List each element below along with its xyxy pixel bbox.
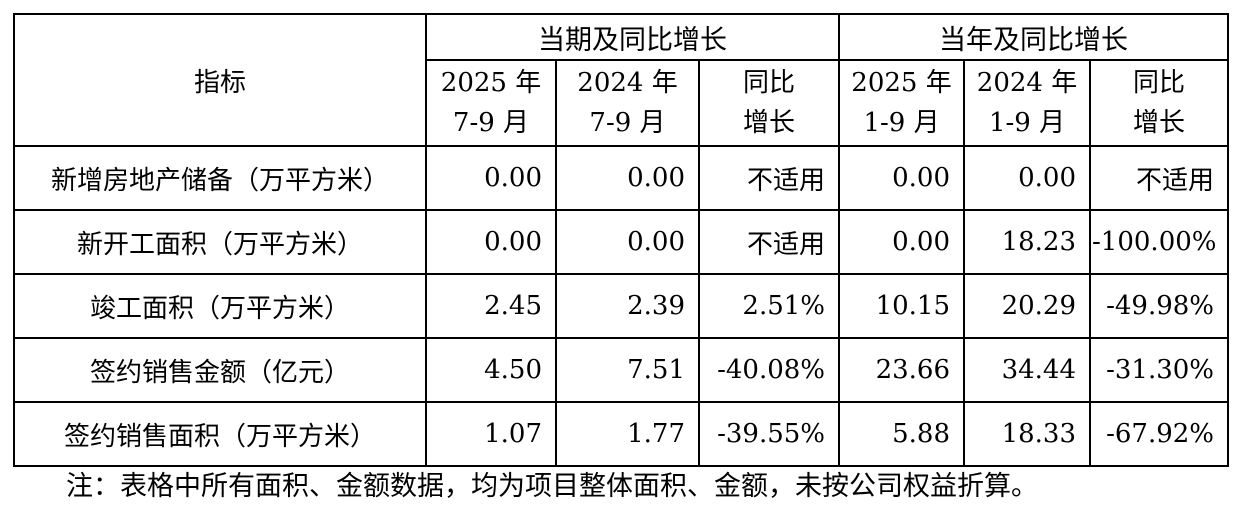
subheader-yoy-growth-period: 同比 增长 bbox=[697, 59, 841, 147]
subheader-month-line: 7-9 月 bbox=[452, 108, 530, 138]
cell-value: 0.00 bbox=[838, 145, 966, 211]
subheader-month-line: 7-9 月 bbox=[589, 108, 666, 138]
cell-value: 0.00 bbox=[425, 209, 557, 275]
subheader-2025-jan-sep: 2025 年 1-9 月 bbox=[838, 59, 966, 147]
cell-value: -40.08% bbox=[697, 337, 841, 403]
subheader-2024-jul-sep: 2024 年 7-9 月 bbox=[555, 59, 700, 147]
subheader-2024-jan-sep: 2024 年 1-9 月 bbox=[963, 59, 1092, 147]
cell-value: 10.15 bbox=[838, 273, 966, 339]
cell-value: 不适用 bbox=[1089, 145, 1230, 211]
footnote: 注：表格中所有面积、金额数据，均为项目整体面积、金额，未按公司权益折算。 bbox=[66, 471, 1038, 502]
row-new-land-reserve: 新增房地产储备（万平方米） 0.00 0.00 不适用 0.00 0.00 不适… bbox=[13, 145, 1230, 211]
cell-value: 2.51% bbox=[697, 273, 841, 339]
header-group-row: 指标 当期及同比增长 当年及同比增长 bbox=[13, 13, 1230, 147]
subheader-year-line: 2024 年 bbox=[976, 68, 1078, 98]
subheader-growth-line: 增长 bbox=[1133, 108, 1186, 138]
row-label: 新增房地产储备（万平方米） bbox=[13, 145, 427, 211]
subheader-year-line: 2024 年 bbox=[577, 68, 678, 98]
subheader-month-line: 1-9 月 bbox=[988, 108, 1066, 138]
row-label: 签约销售金额（亿元） bbox=[13, 337, 427, 403]
cell-value: -67.92% bbox=[1089, 401, 1230, 467]
cell-value: 7.51 bbox=[555, 337, 700, 403]
cell-value: 不适用 bbox=[697, 145, 841, 211]
group-header-current-year: 当年及同比增长 bbox=[838, 13, 1230, 61]
cell-value: 0.00 bbox=[425, 145, 557, 211]
header-sub-row: 2025 年 7-9 月 2024 年 7-9 月 同比 增长 2025 年 1… bbox=[14, 59, 1230, 147]
cell-value: -49.98% bbox=[1089, 273, 1230, 339]
cell-value: 1.77 bbox=[555, 401, 700, 467]
subheader-yoy-line: 同比 bbox=[1133, 68, 1186, 98]
row-contracted-sales-amount: 签约销售金额（亿元） 4.50 7.51 -40.08% 23.66 34.44… bbox=[13, 337, 1230, 403]
cell-value: 23.66 bbox=[838, 337, 966, 403]
row-label: 竣工面积（万平方米） bbox=[13, 273, 427, 339]
indicator-column-header: 指标 bbox=[13, 13, 427, 147]
subheader-yoy-growth-year: 同比 增长 bbox=[1089, 59, 1230, 147]
cell-value: 4.50 bbox=[425, 337, 557, 403]
subheader-year-line: 2025 年 bbox=[851, 68, 952, 98]
cell-value: 1.07 bbox=[425, 401, 557, 467]
row-new-construction-area: 新开工面积（万平方米） 0.00 0.00 不适用 0.00 18.23 -10… bbox=[13, 209, 1230, 275]
cell-value: 18.33 bbox=[963, 401, 1092, 467]
subheader-2025-jul-sep: 2025 年 7-9 月 bbox=[425, 59, 557, 147]
cell-value: -31.30% bbox=[1089, 337, 1230, 403]
subheader-year-line: 2025 年 bbox=[440, 68, 542, 98]
row-label: 新开工面积（万平方米） bbox=[13, 209, 427, 275]
subheader-yoy-line: 同比 bbox=[743, 68, 796, 98]
cell-value: 0.00 bbox=[838, 209, 966, 275]
subheader-growth-line: 增长 bbox=[743, 108, 796, 138]
cell-value: 18.23 bbox=[963, 209, 1092, 275]
cell-value: -100.00% bbox=[1089, 209, 1230, 275]
cell-value: -39.55% bbox=[697, 401, 841, 467]
quarterly-real-estate-metrics-table: 指标 当期及同比增长 当年及同比增长 2025 年 7-9 月 2024 年 7… bbox=[13, 13, 1230, 467]
cell-value: 不适用 bbox=[697, 209, 841, 275]
cell-value: 2.45 bbox=[425, 273, 557, 339]
group-header-current-period: 当期及同比增长 bbox=[424, 13, 841, 61]
cell-value: 0.00 bbox=[555, 145, 700, 211]
subheader-month-line: 1-9 月 bbox=[863, 108, 940, 138]
cell-value: 2.39 bbox=[555, 273, 700, 339]
cell-value: 0.00 bbox=[555, 209, 700, 275]
row-completed-area: 竣工面积（万平方米） 2.45 2.39 2.51% 10.15 20.29 -… bbox=[13, 273, 1230, 339]
row-contracted-sales-area: 签约销售面积（万平方米） 1.07 1.77 -39.55% 5.88 18.3… bbox=[13, 401, 1230, 467]
cell-value: 0.00 bbox=[963, 145, 1092, 211]
cell-value: 20.29 bbox=[963, 273, 1092, 339]
row-label: 签约销售面积（万平方米） bbox=[13, 401, 427, 467]
cell-value: 5.88 bbox=[838, 401, 966, 467]
cell-value: 34.44 bbox=[963, 337, 1092, 403]
